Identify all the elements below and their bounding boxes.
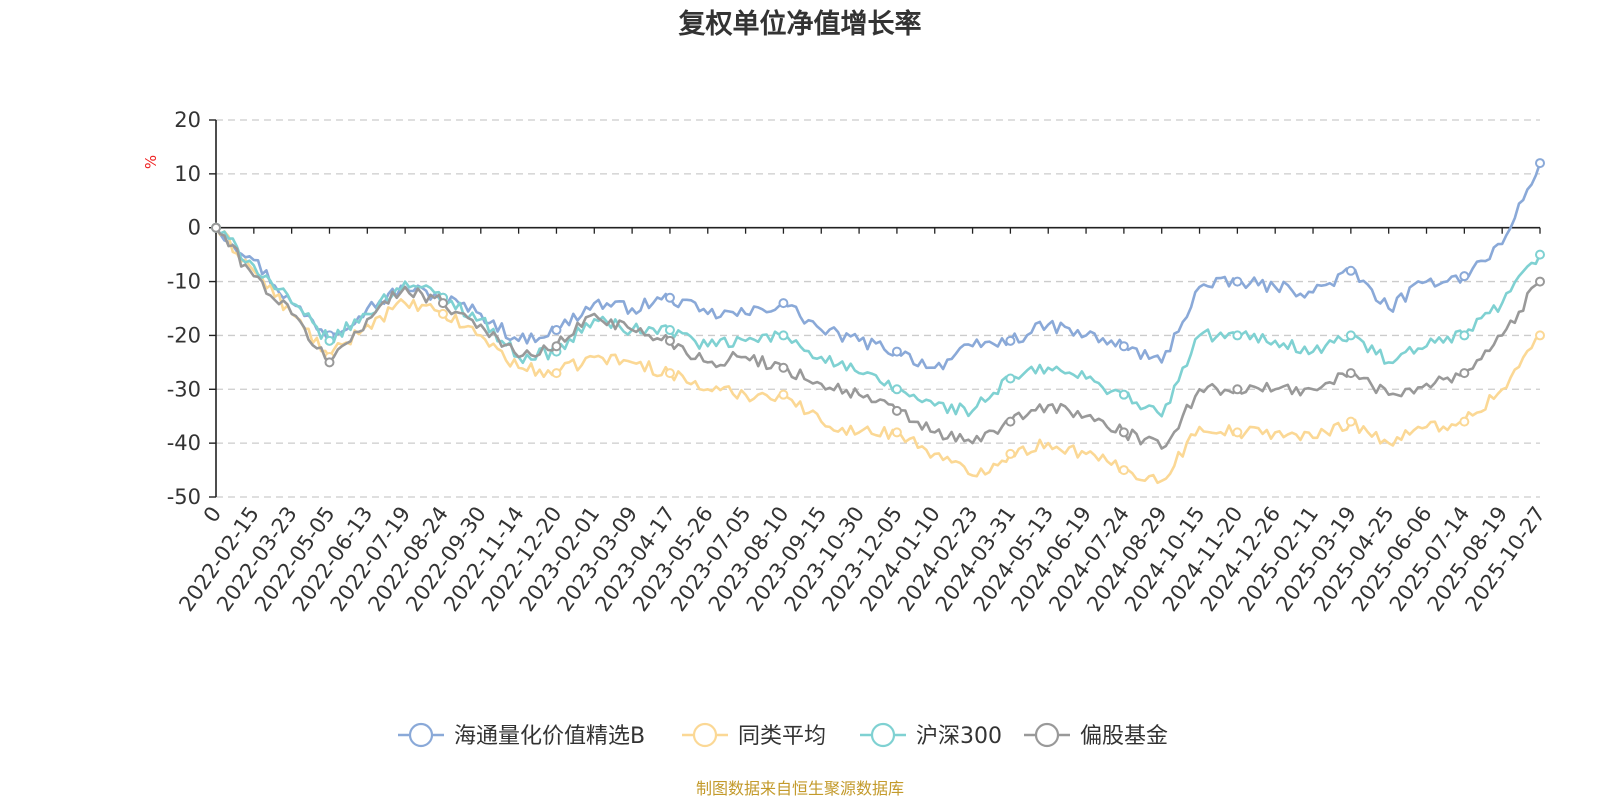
data-point	[1345, 265, 1356, 276]
data-point	[551, 368, 562, 379]
y-tick-label: 10	[174, 162, 201, 186]
data-point	[211, 222, 221, 233]
legend-item[interactable]: 同类平均	[682, 722, 826, 749]
legend[interactable]: 海通量化价值精选B 同类平均 沪深300 偏股基金	[398, 722, 1168, 749]
data-point	[1232, 276, 1243, 287]
data-point	[1459, 368, 1470, 379]
y-tick-label: 0	[188, 216, 201, 240]
data-point	[1232, 330, 1243, 341]
y-axis-label: %	[142, 155, 160, 169]
data-point	[1118, 427, 1129, 438]
data-point	[1345, 416, 1356, 427]
data-point	[778, 389, 789, 400]
data-point	[891, 346, 902, 357]
data-point	[1005, 416, 1016, 427]
data-point	[1535, 330, 1545, 341]
data-point	[664, 368, 675, 379]
legend-label: 沪深300	[916, 724, 1002, 749]
legend-item[interactable]: 海通量化价值精选B	[398, 722, 645, 749]
data-point	[1345, 330, 1356, 341]
x-axis-ticks: 02022-02-152022-03-232022-05-052022-06-1…	[174, 502, 1550, 616]
data-point	[1459, 416, 1470, 427]
data-point	[1005, 335, 1016, 346]
y-tick-label: -40	[167, 431, 201, 455]
data-point	[551, 341, 562, 352]
chart-title: 复权单位净值增长率	[679, 8, 922, 40]
legend-item[interactable]: 沪深300	[860, 722, 1002, 749]
legend-circle-icon	[692, 722, 718, 748]
data-point	[1459, 271, 1470, 282]
y-tick-label: -50	[167, 485, 201, 509]
data-point	[778, 330, 789, 341]
data-point	[778, 298, 789, 309]
data-point	[1232, 427, 1243, 438]
data-point	[1232, 384, 1243, 395]
legend-label: 同类平均	[738, 724, 826, 749]
data-point	[1459, 330, 1470, 341]
data-point	[551, 325, 562, 336]
data-point	[1345, 368, 1356, 379]
grid-lines	[216, 119, 1540, 498]
data-point	[778, 362, 789, 373]
data-point	[1118, 341, 1129, 352]
data-point	[891, 405, 902, 416]
data-point	[1535, 158, 1545, 169]
y-tick-label: 20	[174, 108, 201, 132]
series-1	[211, 222, 1545, 485]
axes	[215, 120, 1541, 497]
x-tick-label: 0	[199, 502, 226, 527]
series-2	[211, 222, 1545, 418]
legend-label: 海通量化价值精选B	[454, 724, 645, 749]
data-point	[664, 335, 675, 346]
data-point	[1005, 448, 1016, 459]
y-axis-ticks: 20 10 0 -10 -20 -30 -40 -50	[167, 108, 216, 509]
y-tick-label: -20	[167, 323, 201, 347]
y-tick-label: -30	[167, 377, 201, 401]
data-point	[437, 308, 448, 319]
legend-circle-icon	[1034, 722, 1060, 748]
series-line	[214, 226, 1542, 450]
data-point	[1535, 249, 1545, 260]
data-point	[1118, 465, 1129, 476]
data-point	[1535, 276, 1545, 287]
data-point	[324, 335, 335, 346]
legend-circle-icon	[870, 722, 896, 748]
series-3	[211, 222, 1545, 450]
legend-circle-icon	[408, 722, 434, 748]
data-point	[664, 292, 675, 303]
series-line	[214, 226, 1542, 418]
legend-label: 偏股基金	[1080, 724, 1168, 749]
data-point	[1005, 373, 1016, 384]
source-note: 制图数据来自恒生聚源数据库	[696, 779, 904, 798]
series-line	[214, 226, 1542, 485]
data-point	[891, 384, 902, 395]
data-point	[891, 427, 902, 438]
data-point	[664, 325, 675, 336]
data-point	[437, 298, 448, 309]
data-point	[324, 357, 335, 368]
data-point	[1118, 389, 1129, 400]
y-tick-label: -10	[167, 270, 201, 294]
series-lines	[211, 158, 1545, 485]
series-0	[211, 158, 1545, 371]
legend-item[interactable]: 偏股基金	[1024, 722, 1168, 749]
